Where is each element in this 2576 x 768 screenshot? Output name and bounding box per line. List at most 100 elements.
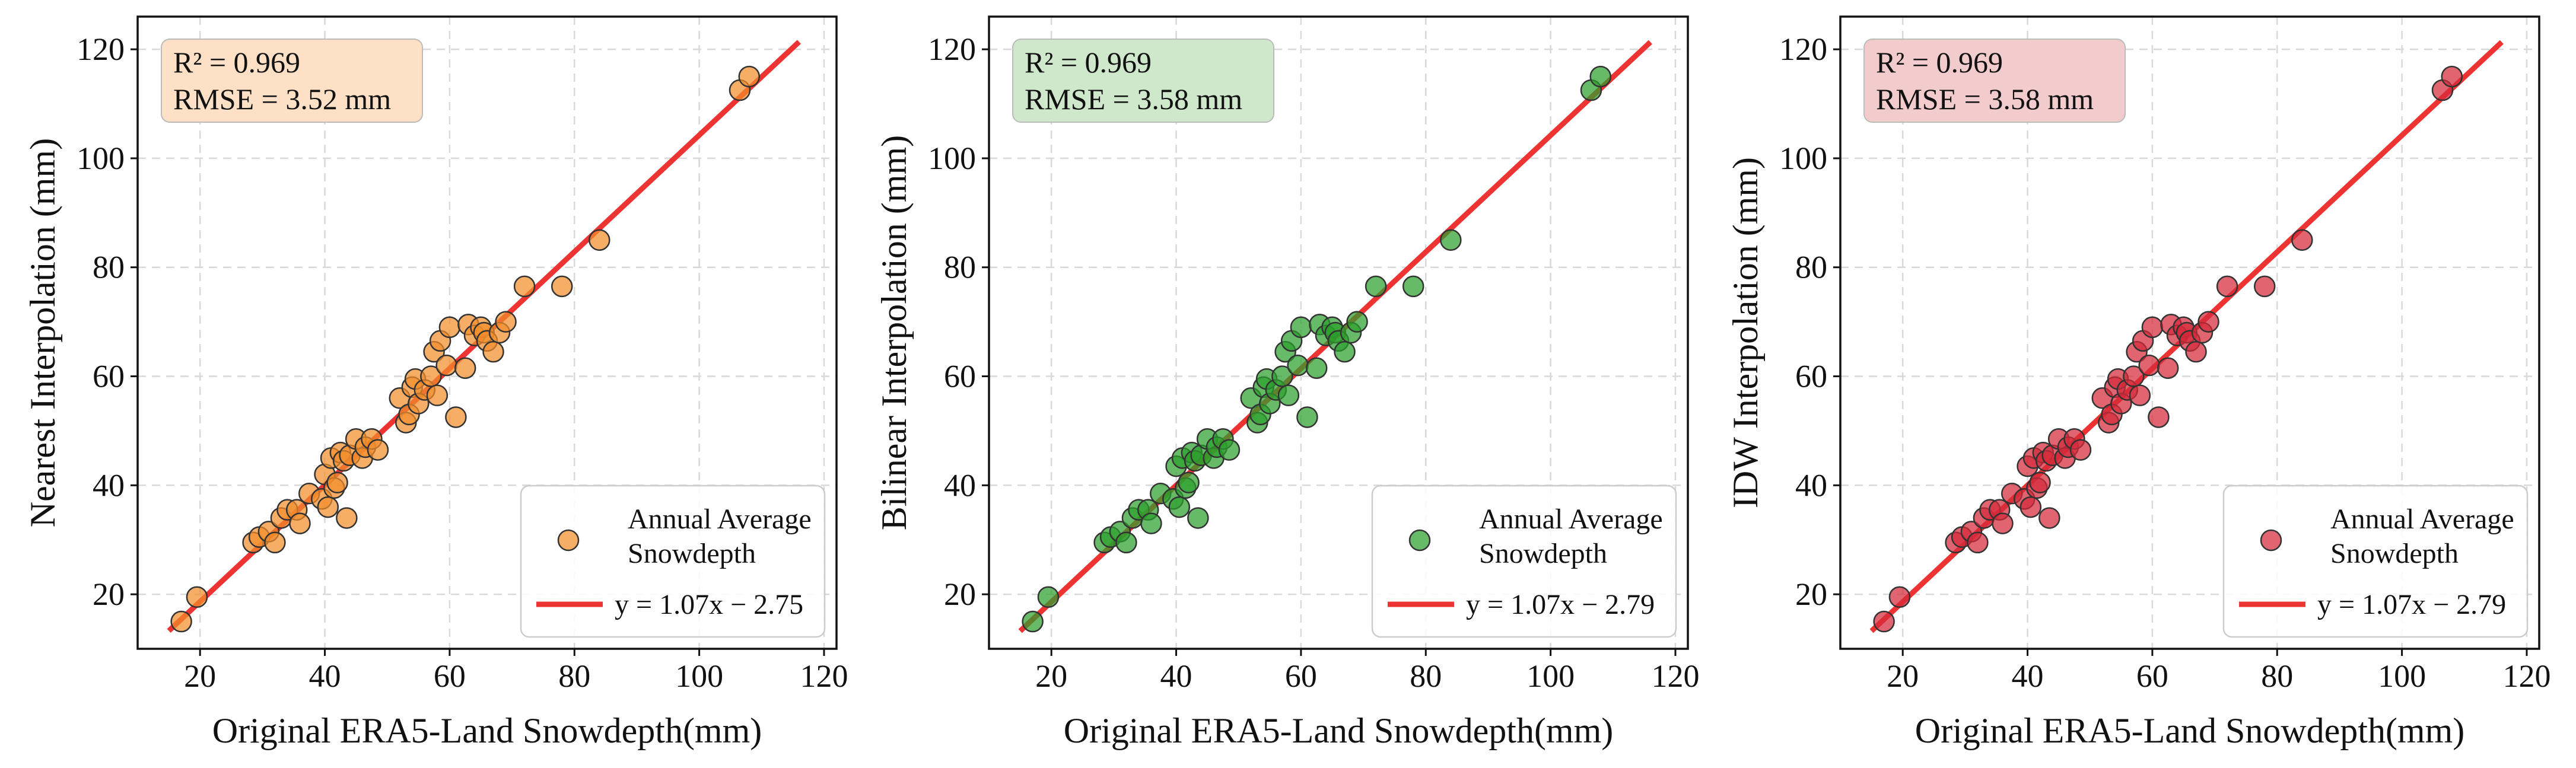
- data-point: [2197, 311, 2219, 333]
- legend-box: [2222, 485, 2529, 638]
- legend-line-label: y = 1.07x − 2.79: [2317, 589, 2506, 620]
- legend-line-label: y = 1.07x − 2.79: [1466, 589, 1655, 620]
- data-point: [1365, 275, 1387, 298]
- data-point: [2123, 365, 2145, 387]
- stats-line: R² = 0.969: [173, 46, 300, 79]
- data-point: [435, 354, 457, 377]
- y-tick-label: 100: [928, 141, 976, 176]
- y-tick-label: 80: [93, 250, 125, 285]
- y-tick-label: 80: [944, 250, 976, 285]
- data-point: [170, 610, 192, 633]
- data-point: [1287, 354, 1309, 377]
- legend-points-label-line1: Annual Average: [1479, 503, 1663, 535]
- data-point: [738, 65, 760, 88]
- x-tick-label: 20: [1887, 658, 1919, 694]
- y-tick-label: 20: [1795, 576, 1827, 612]
- data-point: [1178, 471, 1200, 493]
- x-tick-label: 120: [800, 658, 848, 694]
- chart-panel-1: 20 40 60 80 100 120 20 40 60 80 100 120 Original ERA…: [23, 15, 848, 750]
- data-point: [289, 512, 311, 534]
- plot-frame: [988, 15, 1689, 650]
- data-point: [1277, 384, 1300, 406]
- stats-box: [161, 39, 423, 123]
- data-point: [1873, 610, 1895, 633]
- plot-frame: [1839, 15, 2540, 650]
- y-axis-label: Nearest Interpolation (mm): [23, 138, 62, 527]
- data-point: [2291, 229, 2313, 251]
- data-point: [336, 507, 358, 529]
- data-point: [445, 406, 467, 428]
- data-point: [1187, 507, 1209, 529]
- stats-line: RMSE = 3.58 mm: [1876, 82, 2094, 116]
- data-point: [1290, 316, 1312, 339]
- x-tick-label: 100: [2378, 658, 2426, 694]
- chart-panel-2: 20 40 60 80 100 120 20 40 60 80 100 120 Original ERA…: [874, 15, 1699, 750]
- y-tick-label: 60: [93, 359, 125, 394]
- data-point: [1967, 531, 1989, 554]
- stats-line: RMSE = 3.52 mm: [173, 82, 391, 116]
- data-point: [589, 229, 610, 251]
- data-point: [2253, 275, 2276, 298]
- x-axis-label: Original ERA5-Land Snowdepth(mm): [212, 711, 762, 750]
- x-tick-label: 40: [2012, 658, 2044, 694]
- stats-line: RMSE = 3.58 mm: [1025, 82, 1242, 116]
- x-tick-label: 60: [2136, 658, 2168, 694]
- x-tick-label: 60: [1285, 658, 1317, 694]
- data-point: [454, 357, 476, 379]
- data-point: [438, 316, 461, 339]
- x-tick-label: 60: [434, 658, 466, 694]
- stats-box: [1863, 39, 2126, 123]
- stats-line: R² = 0.969: [1025, 46, 1152, 79]
- data-point: [495, 311, 517, 333]
- y-tick-label: 100: [77, 141, 125, 176]
- data-point: [1218, 439, 1241, 461]
- data-point: [1296, 406, 1318, 428]
- data-point: [1334, 340, 1356, 363]
- legend-box: [1371, 485, 1677, 638]
- data-point: [326, 471, 348, 493]
- x-tick-label: 120: [1651, 658, 1699, 694]
- legend-point-marker: [557, 529, 580, 552]
- y-tick-label: 100: [1779, 141, 1827, 176]
- x-tick-label: 40: [309, 658, 341, 694]
- plot-frame: [136, 15, 838, 650]
- data-point: [264, 531, 286, 554]
- data-point: [186, 586, 208, 608]
- x-tick-label: 20: [184, 658, 216, 694]
- data-point: [2069, 439, 2092, 461]
- data-point: [2038, 507, 2060, 529]
- x-tick-label: 120: [2502, 658, 2550, 694]
- data-point: [317, 496, 339, 518]
- data-point: [1305, 357, 1328, 379]
- data-point: [1140, 512, 1162, 534]
- data-point: [1589, 65, 1611, 88]
- data-point: [426, 384, 449, 406]
- x-tick-label: 100: [1526, 658, 1575, 694]
- data-point: [1992, 512, 2014, 534]
- legend-box: [520, 485, 826, 638]
- data-point: [2029, 471, 2051, 493]
- stats-box: [1012, 39, 1274, 123]
- stats-line: R² = 0.969: [1876, 46, 2003, 79]
- data-point: [1168, 496, 1191, 518]
- data-point: [551, 275, 573, 298]
- x-tick-label: 20: [1035, 658, 1067, 694]
- y-tick-label: 60: [1795, 359, 1827, 394]
- data-point: [2216, 275, 2238, 298]
- data-point: [1271, 365, 1293, 387]
- y-tick-label: 20: [944, 576, 976, 612]
- data-point: [2441, 65, 2463, 88]
- data-point: [1115, 531, 1137, 554]
- x-tick-label: 80: [2261, 658, 2293, 694]
- y-tick-label: 120: [77, 31, 125, 67]
- y-tick-label: 40: [93, 467, 125, 503]
- y-tick-label: 80: [1795, 250, 1827, 285]
- y-tick-label: 60: [944, 359, 976, 394]
- x-tick-label: 40: [1160, 658, 1192, 694]
- data-point: [420, 365, 442, 387]
- data-point: [2020, 496, 2042, 518]
- legend-points-label-line2: Snowdepth: [628, 538, 756, 569]
- data-point: [1022, 610, 1044, 633]
- legend-points-label-line2: Snowdepth: [1479, 538, 1607, 569]
